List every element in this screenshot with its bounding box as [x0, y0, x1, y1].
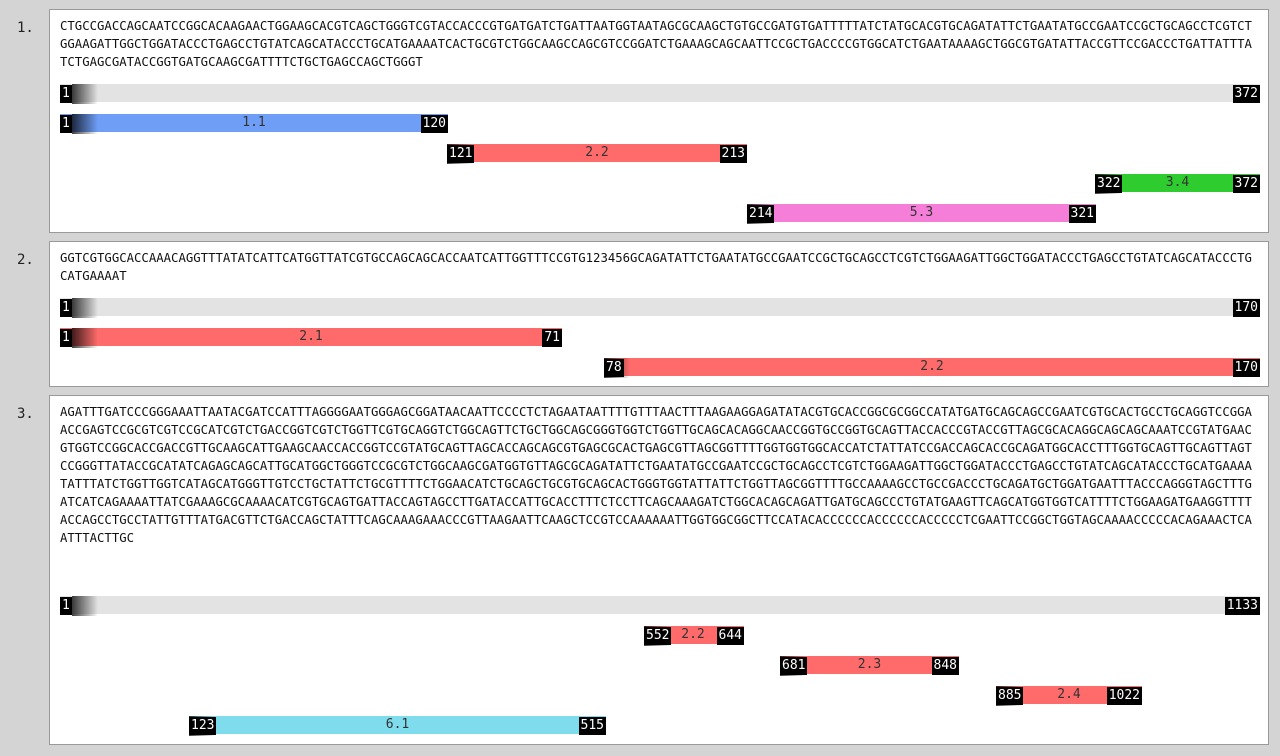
segment-label: 6.1	[385, 717, 410, 732]
bar-start-shade	[72, 596, 98, 616]
segment-end: 170	[1232, 359, 1260, 377]
range-end: 170	[1232, 299, 1260, 317]
segment-bar[interactable]	[996, 686, 1142, 704]
range-start: 1	[60, 597, 72, 615]
entry-number: 2.	[17, 252, 34, 268]
segment-end: 848	[931, 657, 959, 675]
bar-start-shade	[72, 328, 98, 348]
total-length-track: 1 1133	[60, 596, 1260, 616]
segment-start: 121	[447, 145, 475, 163]
segment-end: 1022	[1106, 687, 1142, 705]
segment-start: 552	[644, 627, 672, 645]
segment-bar[interactable]	[1095, 174, 1260, 192]
total-length-bar	[60, 84, 1260, 102]
sequence-text: AGATTTGATCCCGGGAAATTAATACGATCCATTTAGGGGA…	[60, 405, 1252, 545]
segment-end: 71	[542, 329, 562, 347]
bar-start-shade	[72, 114, 98, 134]
segment-label: 2.2	[585, 145, 609, 160]
entry-panel-3: AGATTTGATCCCGGGAAATTAATACGATCCATTTAGGGGA…	[49, 395, 1269, 745]
segment-bar[interactable]	[447, 144, 747, 162]
segment-end: 213	[719, 145, 747, 163]
total-length-track: 1 372	[60, 84, 1260, 104]
range-end: 372	[1232, 85, 1260, 103]
segment-track[interactable]: 552 2.2 644	[644, 626, 744, 646]
segment-label: 2.3	[857, 657, 882, 672]
segment-bar[interactable]	[747, 204, 1096, 222]
segment-end: 372	[1232, 175, 1260, 193]
range-start: 1	[60, 85, 72, 103]
total-length-bar	[60, 298, 1260, 316]
total-length-bar	[60, 596, 1260, 614]
segment-track[interactable]: 1 2.1 71	[60, 328, 562, 348]
segment-start: 214	[747, 205, 775, 223]
segment-start: 681	[780, 657, 808, 675]
segment-end: 120	[420, 115, 448, 133]
range-end: 1133	[1224, 597, 1260, 615]
bar-start-shade	[72, 298, 98, 318]
segment-track[interactable]: 885 2.4 1022	[996, 686, 1142, 706]
segment-label: 2.2	[681, 627, 705, 642]
segment-bar[interactable]	[604, 358, 1260, 376]
segment-label: 5.3	[909, 205, 934, 220]
segment-start: 78	[604, 359, 624, 377]
segment-track[interactable]: 322 3.4 372	[1095, 174, 1260, 194]
segment-bar[interactable]	[780, 656, 959, 674]
sequence-text: GGTCGTGGCACCAAACAGGTTTATATCATTCATGGTTATC…	[60, 251, 1252, 283]
segment-label: 2.4	[1057, 687, 1081, 702]
segment-label: 2.2	[920, 359, 944, 374]
segment-label: 1.1	[242, 115, 266, 130]
segment-start: 322	[1095, 175, 1123, 193]
segment-label: 2.1	[299, 329, 323, 344]
sequence-text: CTGCCGACCAGCAATCCGGCACAAGAACTGGAAGCACGTC…	[60, 19, 1252, 69]
total-length-track: 1 170	[60, 298, 1260, 318]
segment-start: 123	[189, 717, 217, 735]
segment-end: 515	[578, 717, 606, 735]
bar-start-shade	[72, 84, 98, 104]
segment-track[interactable]: 121 2.2 213	[447, 144, 747, 164]
entry-number: 3.	[17, 406, 34, 422]
range-start: 1	[60, 299, 72, 317]
segment-track[interactable]: 681 2.3 848	[780, 656, 959, 676]
segment-label: 3.4	[1165, 175, 1190, 190]
segment-bar[interactable]	[60, 114, 448, 132]
segment-track[interactable]: 214 5.3 321	[747, 204, 1096, 224]
entry-panel-1: CTGCCGACCAGCAATCCGGCACAAGAACTGGAAGCACGTC…	[49, 9, 1269, 233]
segment-end: 321	[1068, 205, 1096, 223]
segment-start: 1	[60, 329, 72, 347]
segment-start: 885	[996, 687, 1024, 705]
segment-end: 644	[716, 627, 744, 645]
segment-track[interactable]: 78 2.2 170	[604, 358, 1260, 378]
segment-bar[interactable]	[60, 328, 562, 346]
segment-bar[interactable]	[189, 716, 606, 734]
entry-panel-2: GGTCGTGGCACCAAACAGGTTTATATCATTCATGGTTATC…	[49, 241, 1269, 387]
segment-track[interactable]: 1 1.1 120	[60, 114, 448, 134]
segment-track[interactable]: 123 6.1 515	[189, 716, 606, 736]
segment-start: 1	[60, 115, 72, 133]
entry-number: 1.	[17, 20, 34, 36]
